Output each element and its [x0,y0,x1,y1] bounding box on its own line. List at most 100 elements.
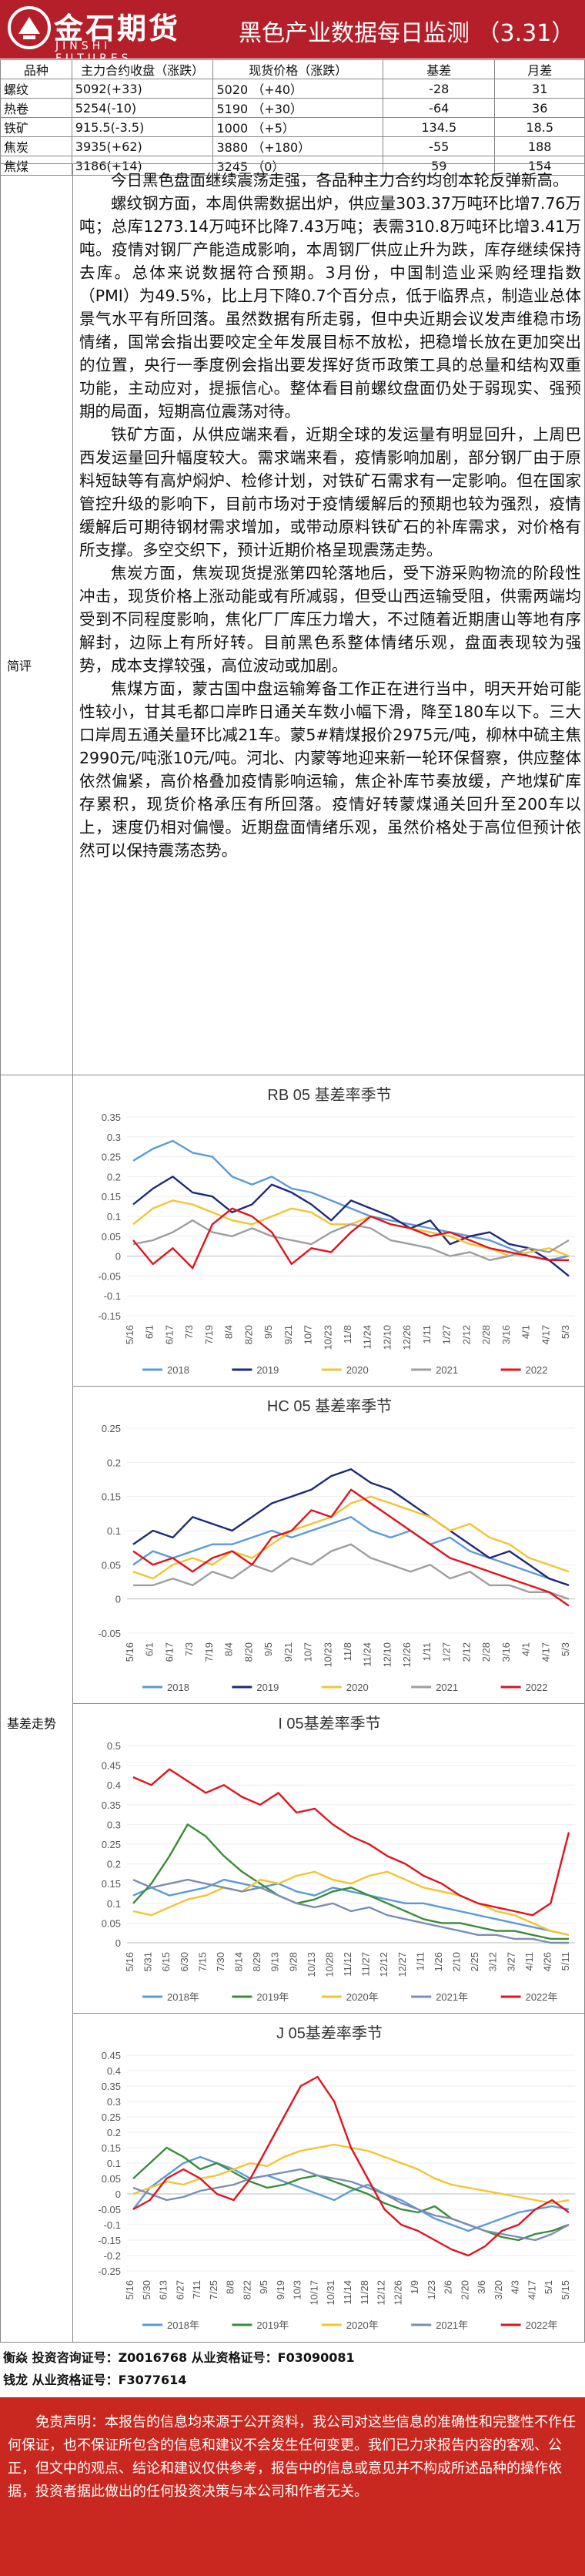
comment-body: 今日黑色盘面继续震荡走强，各品种主力合约均创本轮反弹新高。 螺纹钢方面，本周供需… [79,169,581,862]
y-tick-label: 0.35 [102,1800,121,1811]
y-tick-label: 0.1 [107,1525,121,1537]
x-tick-label: 12/26 [392,2280,403,2306]
x-tick-label: 9/21 [282,1325,294,1344]
x-tick-label: 7/11 [191,2280,202,2299]
basis-cell: 134.5 [383,118,495,137]
x-tick-label: 4/1 [520,1325,532,1339]
header-main-close: 主力合约收盘（涨跌） [72,60,213,79]
x-tick-label: 8/29 [251,1952,262,1971]
legend-label: 2018 [167,1364,189,1376]
legend-label: 2018年 [167,2319,199,2331]
x-tick-label: 4/26 [541,1952,553,1971]
header-spot-price: 现货价格（涨跌） [213,60,383,79]
x-tick-label: 1/27 [441,1325,453,1344]
x-tick-label: 9/28 [287,1952,299,1971]
x-tick-label: 5/31 [142,1952,154,1971]
header-basis: 基差 [383,60,495,79]
x-tick-label: 5/3 [560,1642,571,1656]
y-tick-label: -0.05 [98,1270,121,1282]
y-tick-label: -0.1 [104,1290,121,1302]
y-tick-label: 0.15 [102,2142,121,2154]
x-tick-label: 9/19 [275,2280,286,2299]
x-tick-label: 9/5 [262,1325,274,1339]
y-tick-label: 0.2 [107,1859,121,1870]
table-row: 铁矿 915.5(-3.5) 1000 （+5） 134.5 18.5 [1,118,585,137]
legend-label: 2018 [167,1682,189,1693]
x-tick-label: 9/5 [258,2280,269,2294]
main-close-cell: 915.5(-3.5) [72,118,213,137]
x-tick-label: 5/16 [124,2280,135,2299]
comment-paragraph: 焦煤方面，蒙古国中盘运输筹备工作正在进行当中，明天开始可能性较小，甘其毛都口岸昨… [79,677,581,862]
x-tick-label: 4/17 [540,1642,551,1662]
comment-paragraph: 焦炭方面，焦炭现货提涨第四轮落地后，受下游采购物流的阶段性冲击，现货价格上涨动能… [79,562,581,677]
legend-label: 2020年 [346,2319,379,2331]
x-tick-label: 3/16 [500,1325,512,1344]
hc05-chart-svg: HC 05 基差率季节0.250.20.150.10.050-0.055/166… [73,1387,585,1704]
x-tick-label: 2/6 [443,2280,454,2294]
x-tick-label: 6/30 [179,1952,190,1971]
comment-section: 简评 今日黑色盘面继续震荡走强，各品种主力合约均创本轮反弹新高。 螺纹钢方面，本… [0,163,585,1075]
y-tick-label: 0.45 [102,1760,121,1772]
x-tick-label: 2/20 [459,2280,470,2299]
x-tick-label: 2/12 [460,1325,472,1344]
chart-title: RB 05 基差率季节 [267,1086,391,1104]
y-tick-label: 0.05 [102,2173,121,2185]
x-tick-label: 4/1 [520,1642,532,1656]
main-close-cell: 3935(+62) [72,137,213,156]
x-tick-label: 2/10 [451,1952,463,1971]
x-tick-label: 12/10 [381,1325,393,1350]
y-tick-label: 0.3 [107,1132,121,1143]
x-tick-label: 9/13 [269,1952,281,1971]
legend-label: 2022年 [526,1991,558,2003]
x-tick-label: 4/17 [526,2280,537,2299]
x-tick-label: 1/11 [414,1952,426,1971]
y-tick-label: 0.2 [107,1171,121,1182]
x-tick-label: 8/4 [223,1325,235,1339]
y-tick-label: 0.15 [102,1491,121,1503]
month-spread-cell: 31 [495,79,585,99]
logo-mark-icon [8,6,51,49]
x-tick-label: 7/15 [196,1952,208,1971]
disclaimer-text: 免责声明：本报告的信息均来源于公开资料，我公司对这些信息的准确性和完整性不作任何… [8,2411,577,2504]
series-line [133,1517,569,1585]
x-tick-label: 1/26 [433,1952,444,1971]
y-tick-label: 0.5 [107,1740,121,1752]
x-tick-label: 5/1 [543,2280,554,2294]
series-line [133,1176,569,1276]
series-line [133,1497,569,1578]
x-tick-label: 8/20 [242,1325,254,1344]
quotes-header-row: 品种 主力合约收盘（涨跌） 现货价格（涨跌） 基差 月差 [1,60,585,79]
x-tick-label: 5/3 [560,1325,571,1339]
x-tick-label: 4/3 [510,2280,521,2294]
y-tick-label: 0 [115,1937,121,1949]
y-tick-label: 0.05 [102,1231,121,1243]
x-tick-label: 8/8 [225,2280,236,2294]
x-tick-label: 8/22 [241,2280,252,2299]
legend-label: 2020年 [346,1991,379,2003]
report-title: 黑色产业数据每日监测 （3.31） [239,14,574,48]
y-tick-label: 0.45 [102,2050,121,2061]
chart-rb05: RB 05 基差率季节0.350.30.250.20.150.10.050-0.… [73,1075,585,1387]
quotes-table: 品种 主力合约收盘（涨跌） 现货价格（涨跌） 基差 月差 螺纹 5092(+33… [0,59,585,176]
x-tick-label: 6/13 [158,2280,169,2299]
legend-label: 2021年 [436,1991,468,2003]
legend-label: 2021 [436,1364,458,1376]
y-tick-label: 0.25 [102,1839,121,1850]
series-line [133,1209,569,1268]
x-tick-label: 10/28 [323,1952,335,1977]
chart-j05: J 05基差率季节0.450.40.350.30.250.20.150.10.0… [73,2014,585,2342]
x-tick-label: 10/23 [322,1325,333,1350]
comment-label-cell: 简评 [1,164,73,1075]
legend-label: 2019年 [256,2319,289,2331]
x-tick-label: 10/31 [325,2280,336,2306]
spot-price-cell: 1000 （+5） [213,118,383,137]
x-tick-label: 11/8 [342,1642,353,1661]
y-tick-label: 0 [115,2189,121,2200]
legend-label: 2021年 [436,2319,468,2331]
x-tick-label: 5/16 [124,1952,135,1971]
i05-chart-svg: I 05基差率季节0.50.450.40.350.30.250.20.150.1… [73,1704,585,2014]
x-tick-label: 7/19 [203,1642,215,1662]
j05-chart-svg: J 05基差率季节0.450.40.350.30.250.20.150.10.0… [73,2014,585,2342]
x-tick-label: 8/14 [233,1952,245,1971]
x-tick-label: 11/12 [342,1952,353,1977]
